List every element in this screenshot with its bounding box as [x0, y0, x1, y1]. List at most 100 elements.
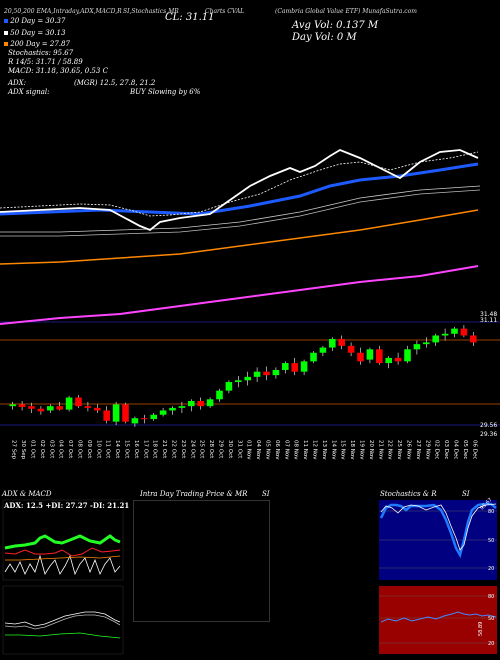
header-chart: Charts CVAL — [205, 8, 245, 15]
x-tick-label: 11 Nov — [302, 440, 308, 460]
candle-body — [235, 380, 242, 383]
x-tick-label: 27 Sep — [11, 440, 17, 460]
x-tick-label: 04 Dec — [453, 440, 459, 459]
legend-macd: MACD: 31.18, 30.65, 0.53 C — [8, 67, 108, 75]
x-tick-label: 31 Oct — [236, 440, 242, 459]
x-tick-label: 21 Nov — [377, 440, 383, 460]
candle-body — [216, 390, 223, 400]
main-price-chart: 31.48 31.11 29.56 29.36 — [0, 148, 500, 438]
header-left: 20,50,200 EMA,Intraday,ADX,MACD,R — [4, 8, 122, 15]
x-tick-label: 03 Dec — [443, 440, 449, 459]
candle-body — [150, 414, 157, 420]
x-tick-label: 22 Nov — [387, 440, 393, 460]
candle-body — [385, 357, 392, 364]
adx-macd-svg — [2, 499, 124, 655]
candle-body — [451, 328, 458, 334]
ema20-line — [0, 162, 479, 216]
x-tick-label: 12 Nov — [312, 440, 318, 460]
x-tick-label: 02 Oct — [39, 440, 45, 459]
stoch-k-line — [379, 502, 497, 559]
x-tick-label: 11 Oct — [105, 440, 111, 459]
ema-grey-1 — [0, 185, 481, 233]
ema-grey-2 — [0, 189, 481, 237]
x-tick-label: 25 Nov — [396, 440, 402, 460]
candle-body — [404, 349, 411, 362]
x-tick-label: 07 Nov — [283, 440, 289, 460]
header-mid: SI,Stochastics,MR — [123, 8, 179, 15]
candle-body — [460, 328, 468, 336]
candle-body — [376, 349, 383, 364]
x-tick-label: 28 Oct — [208, 440, 214, 459]
x-tick-label: 27 Nov — [415, 440, 421, 460]
legend-ema200: 200 Day = 27.87 — [4, 40, 70, 48]
candle-body — [103, 410, 110, 421]
x-tick-label: 04 Oct — [58, 440, 64, 459]
candle-body — [75, 397, 82, 407]
candle-body — [282, 363, 289, 370]
candle-body — [253, 371, 261, 377]
legend-stoch: Stochastics: 95.67 — [8, 49, 74, 57]
r-tick-50: 50 — [488, 616, 494, 622]
candle-body — [65, 397, 73, 410]
price-label-2: 31.11 — [480, 317, 497, 324]
candle-body — [197, 400, 204, 407]
adx-orange-line — [5, 555, 121, 561]
legend-adx-signal: ADX signal: — [8, 88, 50, 96]
candle-body — [94, 407, 101, 411]
x-axis: 27 Sep 30 Sep 01 Oct 02 Oct 03 Oct 04 Oct 07 O… — [11, 440, 478, 460]
candle-body — [112, 404, 120, 422]
candle-body — [263, 371, 270, 376]
x-tick-label: 17 Oct — [142, 440, 148, 459]
x-tick-label: 07 Oct — [67, 440, 73, 459]
x-tick-label: 06 Nov — [274, 440, 280, 460]
adx-readout: ADX: 12.5 +DI: 27.27 -DI: 21.21 — [4, 501, 130, 510]
legend-adx: ADX: — [8, 79, 27, 87]
candle-body — [366, 349, 374, 360]
stoch-tick-80: 80 — [488, 509, 494, 515]
x-tick-label: 05 Dec — [462, 440, 468, 459]
legend-ema20: 20 Day = 30.37 — [4, 17, 65, 25]
stoch-d-line — [380, 503, 497, 551]
x-tick-label: 18 Oct — [152, 440, 158, 459]
ema-long-line — [0, 265, 479, 325]
candle-body — [47, 406, 54, 411]
intraday-title: Intra Day Trading Price & MR — [140, 490, 248, 498]
candle-body — [9, 404, 16, 407]
candle-body — [56, 406, 63, 410]
adx-green-line — [4, 534, 121, 550]
stochastics-panel: Stochastics & R SI 80 50 20 95.67 80 50 … — [376, 488, 500, 658]
candle-body — [244, 376, 251, 381]
candle-body — [357, 352, 364, 362]
x-tick-label: 01 Nov — [246, 440, 252, 460]
close-price: CL: 31.11 — [165, 12, 215, 23]
adx-red-line — [4, 547, 121, 557]
x-tick-label: 01 Oct — [30, 440, 36, 459]
x-tick-label: 16 Oct — [133, 440, 139, 459]
x-tick-label: 04 Nov — [255, 440, 261, 460]
candle-body — [441, 333, 449, 336]
day-volume: Day Vol: 0 M — [292, 32, 357, 43]
x-tick-label: 29 Oct — [218, 440, 224, 459]
r-line — [380, 611, 497, 623]
x-tick-label: 15 Oct — [124, 440, 130, 459]
x-tick-label: 10 Oct — [95, 440, 101, 459]
candle-body — [272, 369, 280, 376]
candle-body — [394, 357, 402, 362]
x-tick-label: 13 Nov — [321, 440, 327, 460]
candle-body — [28, 406, 35, 409]
macd-line-2 — [4, 614, 121, 630]
intraday-box — [133, 500, 270, 622]
x-tick-label: 22 Oct — [171, 440, 177, 459]
x-tick-label: 08 Oct — [77, 440, 83, 459]
legend-ema50: 50 Day = 30.13 — [4, 29, 65, 37]
x-tick-label: 15 Nov — [340, 440, 346, 460]
x-tick-label: 26 Nov — [406, 440, 412, 460]
candle-body — [423, 342, 430, 345]
price-label-3: 29.56 — [480, 422, 497, 429]
candle-body — [470, 335, 477, 343]
candle-body — [131, 418, 139, 424]
candle-body — [225, 382, 233, 391]
intraday-panel: Intra Day Trading Price & MR SI — [130, 488, 370, 658]
x-tick-label: 05 Nov — [265, 440, 271, 460]
stoch-svg: 80 50 20 95.67 80 50 20 58.89 — [379, 497, 497, 654]
